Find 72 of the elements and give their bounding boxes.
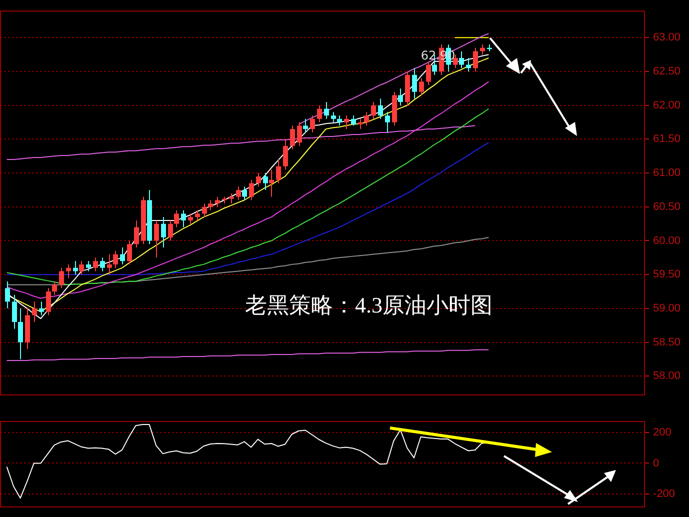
- candlestick: [378, 98, 383, 120]
- candlestick: [100, 257, 105, 272]
- candlestick: [188, 213, 193, 224]
- candlestick: [256, 172, 261, 188]
- annotation: 老黑策略：4.3原油小时图: [245, 292, 492, 318]
- candlestick: [32, 301, 37, 322]
- candlestick: [229, 192, 234, 204]
- candlestick: [127, 240, 132, 265]
- candlestick: [344, 115, 349, 130]
- candlestick: [297, 122, 302, 146]
- y-tick-label: 62.50: [653, 66, 681, 78]
- candlestick: [93, 257, 98, 272]
- candlestick: [120, 247, 125, 265]
- candlestick: [18, 308, 23, 360]
- candlestick: [249, 179, 254, 201]
- y-tick-label: 58.00: [653, 370, 681, 382]
- candlestick: [5, 280, 10, 309]
- candlestick: [39, 301, 44, 316]
- candlestick: [46, 288, 51, 316]
- candlestick: [473, 47, 478, 72]
- candlestick: [59, 267, 64, 289]
- candlestick: [364, 112, 369, 126]
- candlestick: [12, 294, 17, 330]
- candlestick: [161, 216, 166, 248]
- candlestick: [52, 280, 57, 296]
- candlestick: [398, 88, 403, 106]
- y-tick-label: 61.50: [653, 133, 681, 146]
- candlestick: [134, 220, 139, 248]
- y-tick-label: 60.00: [653, 234, 681, 247]
- candlestick: [351, 115, 356, 126]
- candlestick: [215, 196, 220, 208]
- candlestick: [324, 101, 329, 120]
- y-tick-label: 59.50: [653, 268, 681, 281]
- candlestick: [317, 104, 322, 123]
- y-tick-label: 62.00: [653, 99, 681, 112]
- candlestick: [453, 54, 458, 69]
- candlestick: [276, 159, 281, 184]
- candlestick: [113, 250, 118, 268]
- candlestick: [358, 118, 363, 130]
- candlestick: [86, 260, 91, 272]
- y-tick-label: 200: [653, 426, 672, 438]
- candlestick: [195, 210, 200, 221]
- candlestick: [459, 50, 464, 69]
- candlestick: [385, 112, 390, 133]
- candlestick: [303, 118, 308, 133]
- y-tick-label: 58.50: [653, 336, 681, 348]
- candlestick: [331, 112, 336, 123]
- candlestick: [168, 220, 173, 242]
- candlestick: [412, 68, 417, 100]
- y-tick-label: 63.00: [653, 32, 681, 44]
- candlestick: [154, 220, 159, 258]
- candlestick: [242, 186, 247, 201]
- y-tick-label: 60.50: [653, 200, 681, 213]
- candlestick: [337, 115, 342, 126]
- candlestick: [79, 260, 84, 276]
- candlestick: [263, 172, 268, 190]
- candlestick: [419, 78, 424, 96]
- candlestick: [236, 186, 241, 201]
- y-tick-label: 0: [653, 457, 660, 470]
- candlestick: [107, 254, 112, 276]
- candlestick: [202, 203, 207, 218]
- candlestick: [283, 138, 288, 170]
- y-tick-label: 59.00: [653, 302, 681, 314]
- candlestick: [371, 101, 376, 120]
- candlestick: [290, 125, 295, 150]
- candlestick: [174, 210, 179, 228]
- candlestick: [181, 210, 186, 228]
- candlestick: [426, 60, 431, 86]
- y-tick-label: -200: [653, 488, 676, 500]
- y-tick-label: 61.00: [653, 167, 681, 180]
- candlestick: [208, 200, 213, 211]
- candlestick: [310, 115, 315, 133]
